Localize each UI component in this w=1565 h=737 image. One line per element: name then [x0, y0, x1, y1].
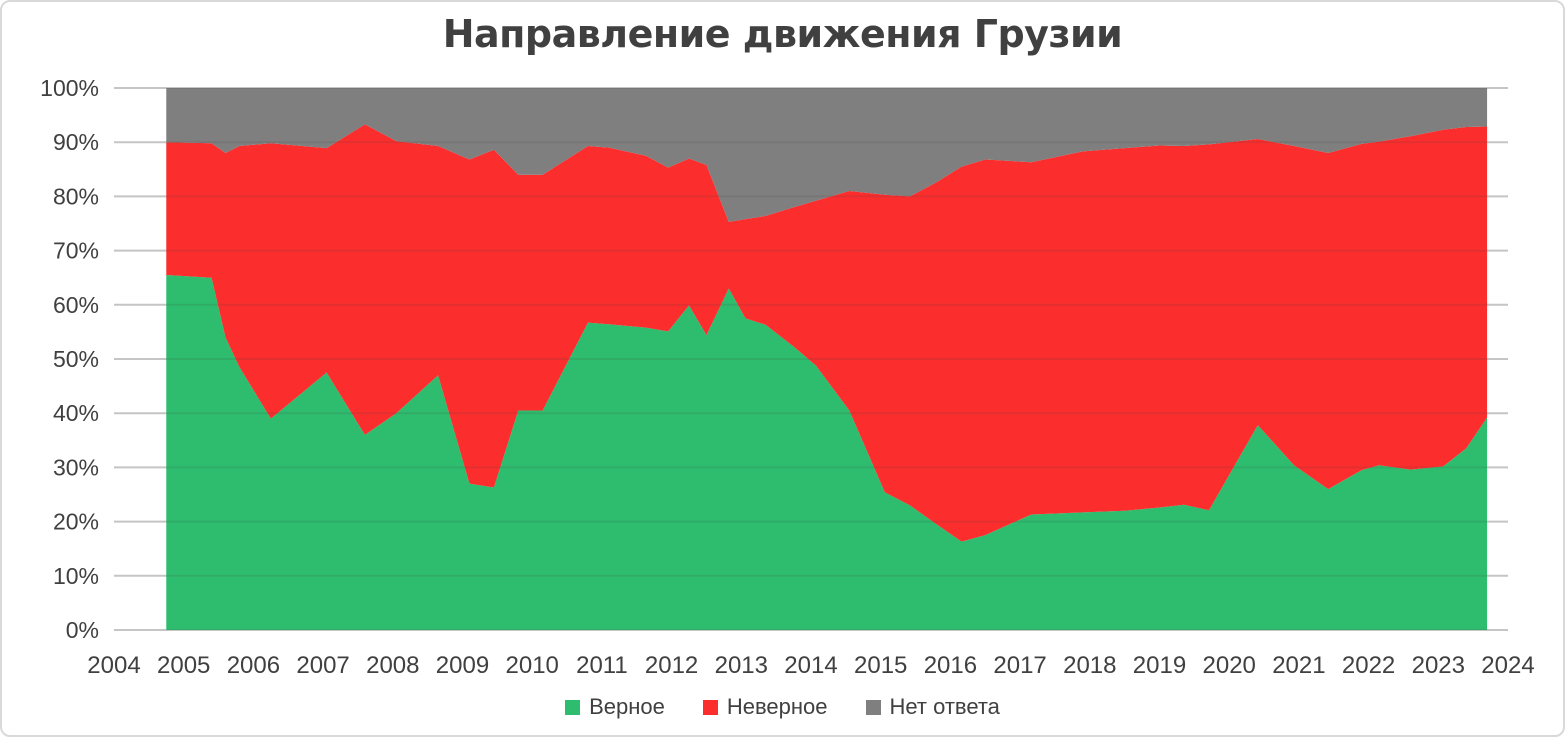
- y-tick-label-60: 60%: [53, 292, 99, 318]
- y-tick-label-40: 40%: [53, 400, 99, 426]
- x-tick-label-2021: 2021: [1272, 652, 1325, 679]
- x-tick-label-2009: 2009: [436, 652, 489, 679]
- x-tick-label-2010: 2010: [506, 652, 559, 679]
- x-tick-label-2008: 2008: [366, 652, 419, 679]
- y-tick-label-100: 100%: [40, 75, 99, 101]
- x-tick-label-2006: 2006: [227, 652, 280, 679]
- x-tick-label-2011: 2011: [576, 652, 628, 679]
- x-tick-label-2022: 2022: [1342, 652, 1395, 679]
- legend-item-net-otveta: Нет ответа: [865, 694, 1000, 720]
- y-axis-labels: 0% 10% 20% 30% 40% 50% 60% 70% 80% 90% 100%: [40, 75, 99, 643]
- x-tick-label-2005: 2005: [157, 652, 210, 679]
- x-tick-label-2013: 2013: [715, 652, 768, 679]
- legend-label-nevernoe: Неверное: [726, 694, 828, 719]
- x-axis-labels: 2004 2005 2006 2007 2008 2009 2010 2011 2012 2013…: [87, 652, 1534, 679]
- x-tick-label-2024: 2024: [1481, 652, 1534, 679]
- x-tick-label-2014: 2014: [784, 652, 837, 679]
- series-area-vernoe: [166, 274, 1488, 630]
- series-area-net-otveta: [166, 88, 1488, 222]
- legend-swatch-vernoe: [565, 699, 581, 715]
- y-tick-label-90: 90%: [53, 129, 99, 155]
- x-tick-label-2007: 2007: [296, 652, 349, 679]
- y-tick-label-70: 70%: [53, 238, 99, 264]
- x-tick-label-2004: 2004: [87, 652, 140, 679]
- y-tick-label-80: 80%: [53, 183, 99, 209]
- x-tick-label-2017: 2017: [993, 652, 1046, 679]
- legend-label-vernoe: Верное: [589, 694, 665, 719]
- y-tick-label-50: 50%: [53, 346, 99, 372]
- y-tick-label-10: 10%: [53, 563, 99, 589]
- chart-legend: Верное Неверное Нет ответа: [2, 694, 1563, 720]
- y-tick-label-30: 30%: [53, 454, 99, 480]
- legend-item-vernoe: Верное: [565, 694, 665, 720]
- x-tick-label-2016: 2016: [924, 652, 977, 679]
- legend-swatch-net-otveta: [865, 699, 881, 715]
- x-tick-label-2015: 2015: [854, 652, 907, 679]
- x-tick-label-2019: 2019: [1133, 652, 1186, 679]
- legend-item-nevernoe: Неверное: [702, 694, 828, 720]
- y-gridlines-overlay: [114, 87, 1508, 631]
- y-tick-label-0: 0%: [66, 617, 99, 643]
- y-tick-label-20: 20%: [53, 509, 99, 535]
- x-tick-label-2020: 2020: [1203, 652, 1256, 679]
- legend-label-net-otveta: Нет ответа: [889, 694, 1000, 719]
- series-area-nevernoe: [166, 124, 1488, 542]
- legend-swatch-nevernoe: [702, 699, 718, 715]
- chart-title: Направление движения Грузии: [442, 12, 1123, 56]
- x-tick-label-2012: 2012: [645, 652, 698, 679]
- x-tick-label-2023: 2023: [1412, 652, 1465, 679]
- x-tick-label-2018: 2018: [1063, 652, 1116, 679]
